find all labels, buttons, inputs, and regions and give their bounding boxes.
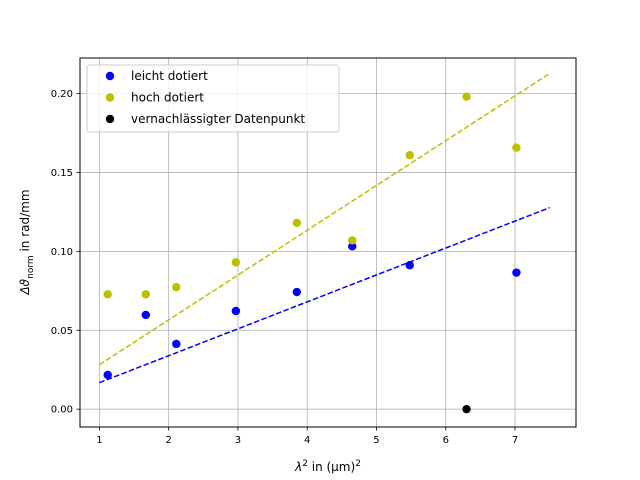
- y-tick-label: 0.20: [51, 89, 73, 100]
- fit-line-leicht-dotiert: [99, 206, 550, 384]
- x-tick-label: 4: [304, 435, 310, 446]
- x-tick-label: 5: [373, 435, 379, 446]
- data-point-hoch-dotiert: [292, 218, 302, 228]
- legend-marker-hoch-dotiert: [105, 93, 115, 102]
- legend: leicht dotiert hoch dotiert vernachlässigt…: [86, 64, 340, 133]
- data-point-leicht-dotiert: [141, 310, 151, 320]
- x-tick-label: 3: [235, 435, 241, 446]
- y-axis-label-symbol: Δϑ: [18, 278, 32, 295]
- data-point-leicht-dotiert: [405, 261, 414, 270]
- plot-frame: [79, 57, 577, 428]
- data-point-vernachl-ssigter-datenpunkt: [462, 404, 471, 414]
- legend-label-vernachl-ssigter-datenpunkt: vernachlässigter Datenpunkt: [131, 112, 305, 126]
- data-point-hoch-dotiert: [348, 236, 357, 245]
- x-axis-label-symbol: λ: [294, 460, 302, 474]
- y-tick-label: 0.00: [51, 405, 73, 416]
- y-axis-label: Δϑnorm in rad/mm: [18, 189, 36, 295]
- y-axis-label-sub: norm: [26, 255, 36, 279]
- x-tick-label: 6: [443, 435, 449, 446]
- data-point-hoch-dotiert: [462, 92, 471, 101]
- data-point-leicht-dotiert: [348, 242, 357, 251]
- x-tick-label: 7: [512, 435, 518, 446]
- fit-lines: [98, 72, 551, 384]
- y-tick-label: 0.05: [51, 326, 73, 337]
- fit-line-hoch-dotiert: [98, 72, 551, 366]
- legend-marker-leicht-dotiert: [105, 71, 115, 81]
- x-axis-label-sup: 2: [302, 459, 308, 469]
- data-point-hoch-dotiert: [141, 290, 151, 299]
- x-tick-label: 2: [165, 435, 171, 446]
- data-point-leicht-dotiert: [172, 339, 181, 349]
- data-point-hoch-dotiert: [172, 282, 181, 292]
- data-point-leicht-dotiert: [103, 370, 112, 380]
- x-tick-label: 1: [96, 435, 102, 446]
- data-point-leicht-dotiert: [231, 306, 241, 316]
- data-point-hoch-dotiert: [405, 151, 414, 160]
- data-points: [103, 92, 521, 414]
- legend-label-hoch-dotiert: hoch dotiert: [131, 91, 204, 105]
- legend-label-leicht-dotiert: leicht dotiert: [131, 69, 208, 83]
- x-axis-label-sup2: 2: [355, 459, 361, 469]
- y-axis-label-text: in rad/mm: [18, 189, 32, 255]
- data-point-hoch-dotiert: [103, 290, 112, 299]
- legend-box: [86, 64, 340, 133]
- x-axis-ticks: 1 2 3 4 5 6 7: [96, 427, 518, 446]
- data-point-hoch-dotiert: [231, 258, 241, 267]
- y-tick-label: 0.15: [51, 168, 73, 179]
- legend-marker-vernachl-ssigter-datenpunkt: [105, 114, 115, 124]
- y-axis-ticks: 0.00 0.05 0.10 0.15 0.20: [51, 89, 80, 416]
- x-axis-label: λ2 in (µm)2: [294, 459, 361, 474]
- y-tick-label: 0.10: [51, 247, 73, 258]
- data-point-leicht-dotiert: [292, 287, 302, 297]
- data-point-leicht-dotiert: [512, 268, 521, 277]
- data-point-hoch-dotiert: [512, 143, 521, 152]
- x-axis-label-text: in (µm): [308, 460, 355, 474]
